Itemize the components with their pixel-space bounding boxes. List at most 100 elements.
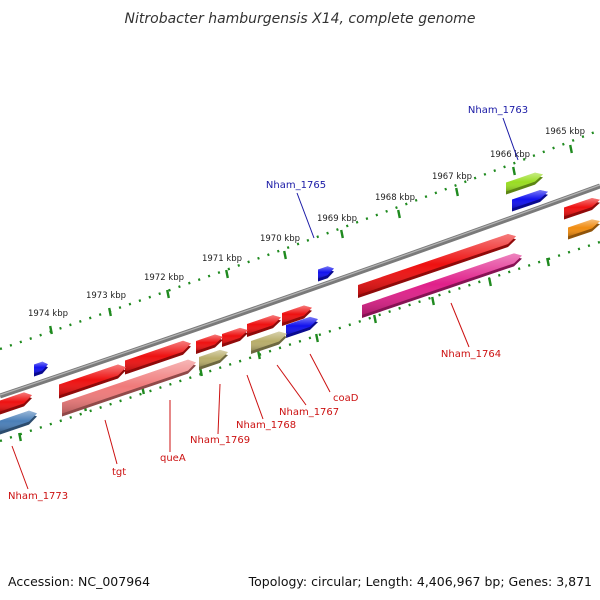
gene-block-shading xyxy=(282,305,312,323)
gene-block-shading xyxy=(512,189,548,209)
callout-nham-1767: Nham_1767 xyxy=(276,364,339,418)
gene-block-shading xyxy=(222,327,248,344)
gene-block-shading xyxy=(196,334,223,351)
gene-block-nham-1769[interactable] xyxy=(199,349,228,370)
major-tick xyxy=(431,296,435,306)
gene-block-shading xyxy=(506,172,543,192)
callout-line xyxy=(296,192,315,239)
gene-label-bottom[interactable]: Nham_1768 xyxy=(236,420,296,431)
gene-block-nham-1763[interactable] xyxy=(506,172,543,195)
gene-block-unlabeled[interactable] xyxy=(59,364,126,399)
gene-block-unlabeled[interactable] xyxy=(512,189,548,212)
major-ticks xyxy=(18,144,573,442)
tick-labels: 1965 kbp 1966 kbp 1967 kbp 1968 kbp 1969 kbp… xyxy=(28,127,585,319)
major-tick xyxy=(166,289,170,299)
accession-text: Accession: NC_007964 xyxy=(8,574,150,589)
gene-block-shading xyxy=(0,392,32,412)
major-tick xyxy=(315,333,319,343)
gene-block-shading xyxy=(34,361,48,374)
gene-label-top[interactable]: Nham_1765 xyxy=(266,180,326,191)
gene-label-bottom[interactable]: tgt xyxy=(112,467,126,478)
gene-block-shading xyxy=(125,340,191,372)
gene-block-quea-tgt[interactable] xyxy=(62,359,196,417)
gene-block-unlabeled[interactable] xyxy=(282,305,312,326)
gene-block-nham-1767[interactable] xyxy=(251,331,287,354)
gene-label-bottom[interactable]: Nham_1764 xyxy=(441,349,501,360)
major-tick xyxy=(283,250,287,260)
gene-block-nham-1764[interactable] xyxy=(362,253,522,318)
gene-block-shading xyxy=(59,364,126,396)
gene-block-unlabeled[interactable] xyxy=(0,392,32,415)
callout-line xyxy=(217,383,221,435)
major-tick xyxy=(397,209,401,219)
callout-nham-1773: Nham_1773 xyxy=(8,445,68,502)
gene-block-unlabeled[interactable] xyxy=(568,219,600,240)
major-tick xyxy=(373,314,377,324)
major-tick xyxy=(108,307,112,317)
scale-track-inner xyxy=(0,240,600,443)
tick-label: 1967 kbp xyxy=(432,172,472,182)
major-tick xyxy=(569,144,573,154)
callout-line xyxy=(246,374,264,420)
gene-label-bottom[interactable]: Nham_1767 xyxy=(279,407,339,418)
gene-label-top[interactable]: Nham_1763 xyxy=(468,105,528,116)
gene-block-shading xyxy=(251,331,287,351)
callout-line xyxy=(309,353,331,393)
major-tick xyxy=(225,269,229,279)
tick-label: 1969 kbp xyxy=(317,214,357,224)
gene-block-unlabeled[interactable] xyxy=(564,197,600,220)
tick-label: 1974 kbp xyxy=(28,309,68,319)
gene-block-shading xyxy=(564,197,600,217)
gene-block-shading xyxy=(318,266,334,279)
major-tick xyxy=(488,277,492,287)
gene-block-shading xyxy=(286,316,318,335)
gene-features xyxy=(0,172,600,435)
callout-nham-1769: Nham_1769 xyxy=(190,383,250,446)
genome-summary-text: Topology: circular; Length: 4,406,967 bp… xyxy=(248,574,592,589)
callout-quea: queA xyxy=(160,400,186,464)
gene-block-nham-1765[interactable] xyxy=(318,266,334,282)
gene-label-bottom[interactable]: Nham_1769 xyxy=(190,435,250,446)
callout-line xyxy=(502,117,519,161)
major-tick xyxy=(257,350,261,360)
gene-block-nham-1773[interactable] xyxy=(0,410,37,435)
tick-label: 1965 kbp xyxy=(545,127,585,137)
genome-backbone-highlight xyxy=(0,184,600,396)
gene-block-shading xyxy=(247,315,281,334)
major-tick xyxy=(455,187,459,197)
major-tick xyxy=(18,432,22,442)
major-tick xyxy=(49,325,53,335)
gene-block-unlabeled[interactable] xyxy=(34,361,48,377)
tick-label: 1970 kbp xyxy=(260,234,300,244)
gene-block-shading xyxy=(568,219,600,237)
callout-line xyxy=(276,364,307,406)
major-tick xyxy=(512,166,516,176)
gene-label-bottom[interactable]: coaD xyxy=(333,393,359,404)
tick-label: 1968 kbp xyxy=(375,193,415,203)
callout-nham-1768: Nham_1768 xyxy=(236,374,296,431)
gene-block-shading xyxy=(199,349,228,367)
gene-block-unlabeled[interactable] xyxy=(196,334,223,354)
gene-block-shading xyxy=(362,253,522,315)
gene-block-shading xyxy=(62,359,196,414)
gene-block-nham-1768[interactable] xyxy=(247,315,281,337)
tick-label: 1966 kbp xyxy=(490,150,530,160)
callout-coad: coaD xyxy=(309,353,359,404)
callout-line xyxy=(104,419,118,465)
gene-block-coad[interactable] xyxy=(286,316,318,338)
major-tick xyxy=(546,257,550,267)
map-title: Nitrobacter hamburgensis X14, complete g… xyxy=(125,11,476,27)
gene-block-unlabeled[interactable] xyxy=(222,327,248,347)
gene-block-shading xyxy=(358,234,516,295)
tick-label: 1973 kbp xyxy=(86,291,126,301)
gene-label-bottom[interactable]: queA xyxy=(160,453,186,464)
callout-nham-1763: Nham_1763 xyxy=(468,105,528,161)
gene-block-unlabeled[interactable] xyxy=(125,340,191,375)
gene-label-bottom[interactable]: Nham_1773 xyxy=(8,491,68,502)
callout-line xyxy=(11,445,29,490)
gene-callouts: Nham_1763 Nham_1765 Nham_1764 coaD Nham_1767… xyxy=(8,105,528,502)
tick-label: 1972 kbp xyxy=(144,273,184,283)
gene-block-unlabeled[interactable] xyxy=(358,234,516,298)
callout-nham-1764: Nham_1764 xyxy=(441,302,501,360)
